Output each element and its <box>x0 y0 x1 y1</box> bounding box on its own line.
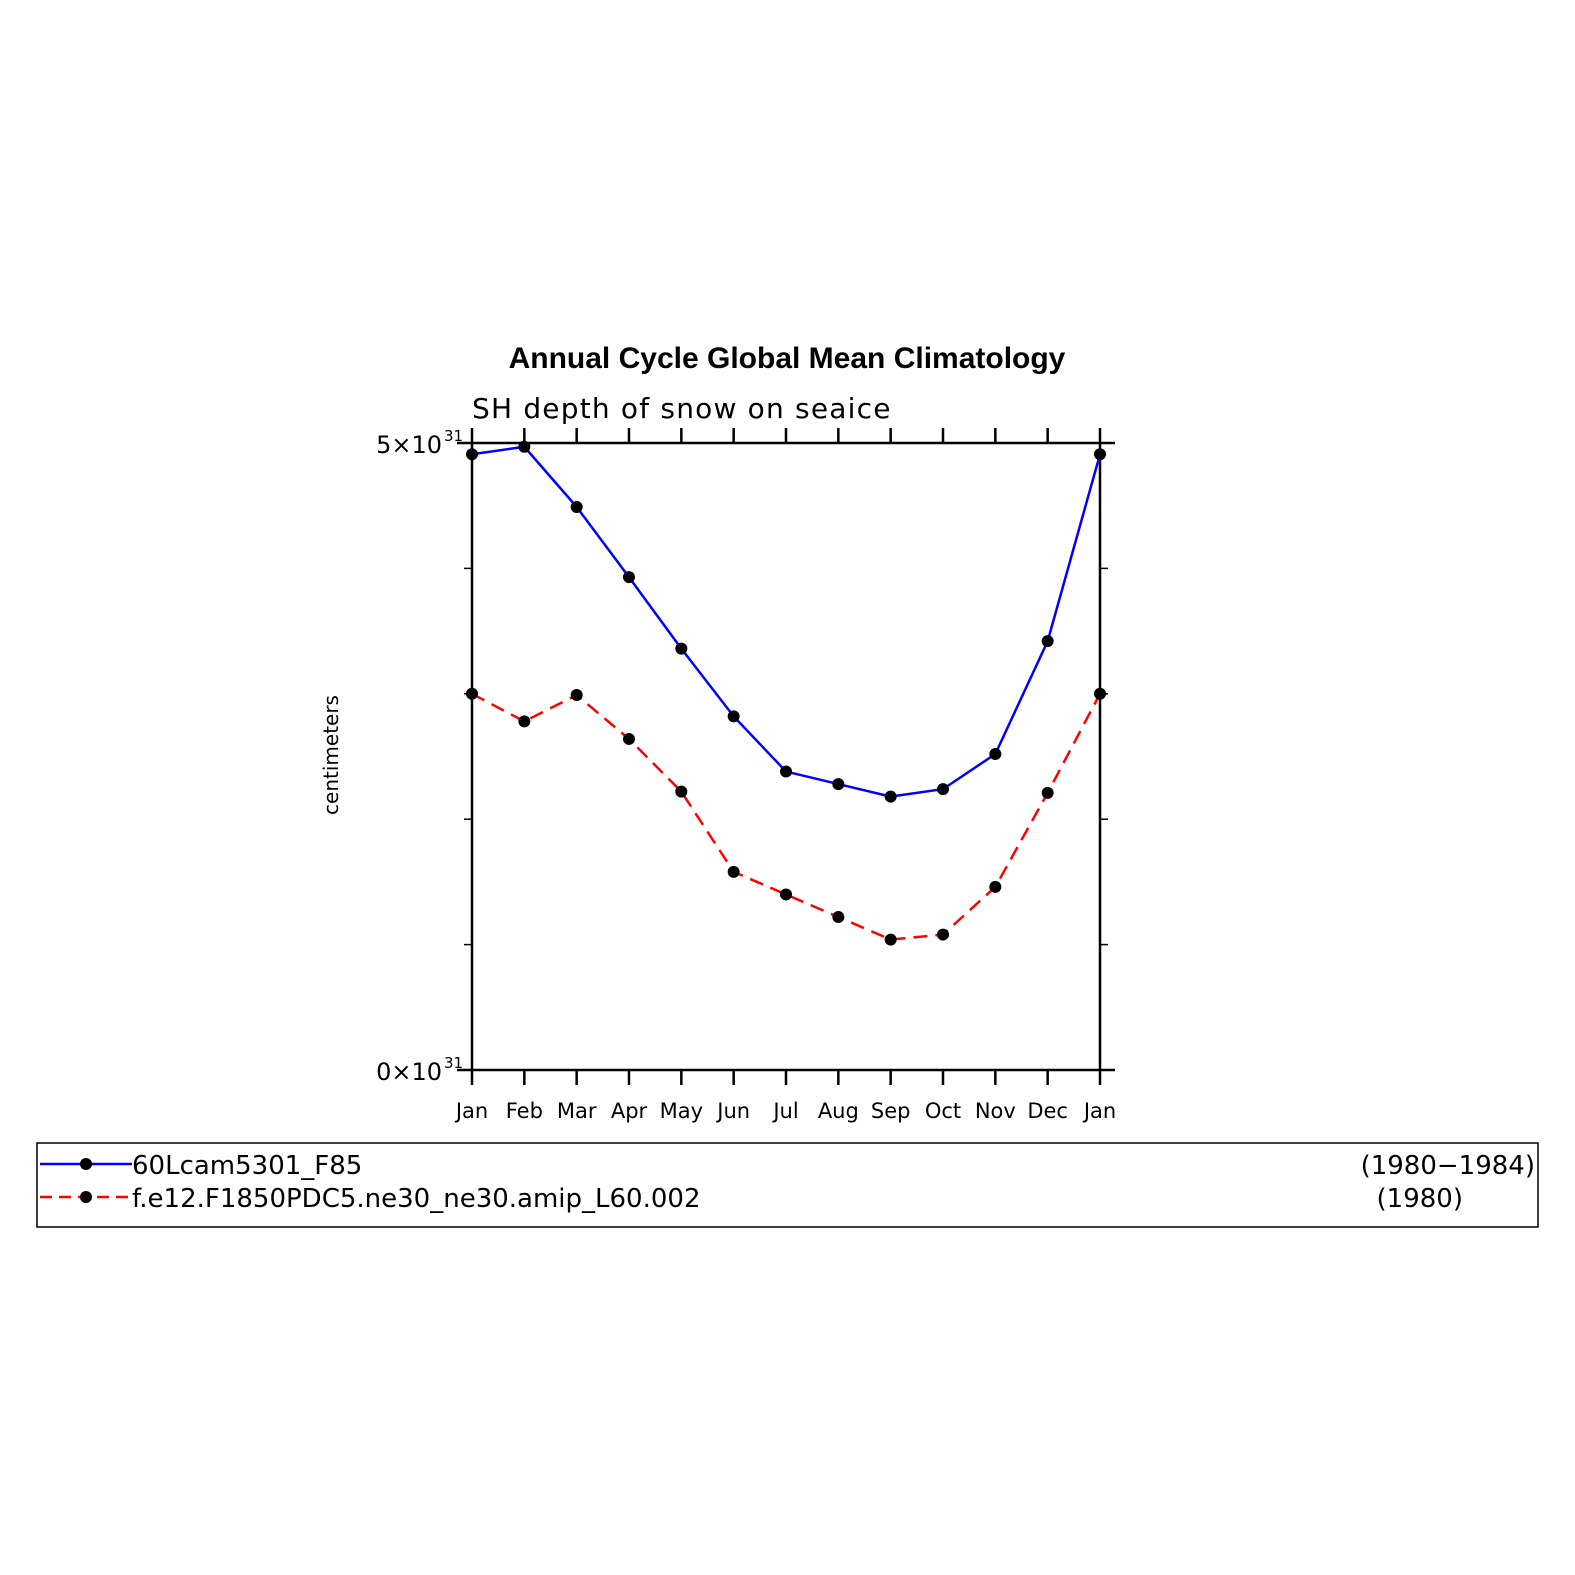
y-tick-labels: 0×10 315×10 31 <box>376 427 463 1086</box>
series-markers <box>466 440 1106 946</box>
x-tick-label: Apr <box>611 1099 648 1123</box>
series-2-point <box>623 732 635 745</box>
series-2-point <box>937 928 949 941</box>
x-tick-label: Jun <box>715 1099 750 1123</box>
legend-label-2: f.e12.F1850PDC5.ne30_ne30.amip_L60.002 <box>132 1184 700 1214</box>
chart-subtitle: SH depth of snow on seaice <box>472 392 892 425</box>
x-tick-label: Sep <box>871 1099 911 1123</box>
legend: 60Lcam5301_F85 (1980−1984) f.e12.F1850PDC5… <box>40 1151 1535 1214</box>
series-2-point <box>1041 786 1054 799</box>
x-tick-labels: Jan Feb Mar Apr May Jun Jul Aug Sep Oct Nov Dec Jan <box>454 1099 1116 1123</box>
plot-frame <box>470 441 1102 1072</box>
series-2-point <box>727 865 740 878</box>
series-1-point <box>780 765 792 778</box>
x-tick-label: Nov <box>975 1099 1016 1123</box>
y-tick-label: 5×10 <box>376 431 442 459</box>
x-tick-label: Dec <box>1027 1099 1068 1123</box>
legend-years-1: (1980−1984) <box>1361 1151 1535 1181</box>
x-tick-label: Mar <box>557 1099 597 1123</box>
series-2-point <box>989 880 1002 893</box>
series-2-point <box>570 689 583 702</box>
series-2-point <box>466 687 478 700</box>
series-1-point <box>675 642 688 655</box>
chart-title: Annual Cycle Global Mean Climatology <box>509 342 1066 375</box>
series-1-point <box>989 747 1002 760</box>
series-2-point <box>675 785 688 798</box>
series-1-point <box>1094 448 1106 461</box>
y-axis-label: centimeters <box>319 695 343 815</box>
x-tick-label: Jan <box>1082 1099 1116 1123</box>
series-2-point <box>884 933 897 946</box>
legend-box <box>36 1142 1539 1228</box>
series-1-point <box>937 783 949 796</box>
series-1-point <box>727 710 740 723</box>
x-tick-label: Oct <box>925 1099 961 1123</box>
series-1-point <box>1041 635 1054 648</box>
legend-marker-2 <box>80 1191 92 1203</box>
series-2-point <box>780 888 792 901</box>
series-1-point <box>466 448 478 461</box>
series-2-point <box>1094 687 1106 700</box>
series-1-point <box>570 500 583 513</box>
series-2-point <box>832 911 845 924</box>
axis-ticks <box>457 428 1115 1085</box>
x-tick-label: Feb <box>506 1099 543 1123</box>
legend-marker-1 <box>80 1158 92 1170</box>
y-tick-label: 0×10 <box>376 1058 442 1086</box>
series-lines <box>471 445 1102 941</box>
legend-label-1: 60Lcam5301_F85 <box>132 1151 362 1181</box>
series-1-point <box>884 790 897 803</box>
x-tick-label: Aug <box>818 1099 859 1123</box>
y-tick-exponent: 31 <box>444 427 463 445</box>
x-tick-label: May <box>660 1099 703 1123</box>
x-tick-label: Jan <box>454 1099 488 1123</box>
series-1-point <box>832 778 845 791</box>
series-1-point <box>518 440 531 453</box>
legend-years-2: (1980) <box>1377 1184 1463 1214</box>
series-1-point <box>623 571 635 584</box>
x-tick-label: Jul <box>771 1099 798 1123</box>
y-tick-exponent: 31 <box>444 1054 463 1072</box>
series-2-point <box>518 715 531 728</box>
series-line-1 <box>471 445 1102 798</box>
